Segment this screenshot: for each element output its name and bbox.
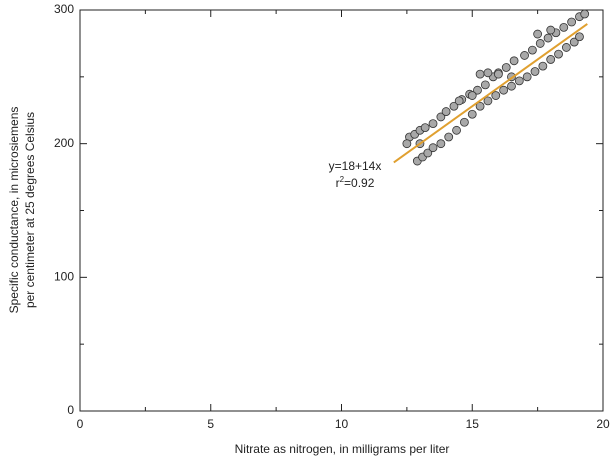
plot-frame (79, 9, 604, 412)
x-tick-label: 10 (335, 417, 349, 431)
data-point (483, 96, 493, 106)
data-point (522, 72, 532, 82)
x-axis-label: Nitrate as nitrogen, in milligrams per l… (235, 442, 450, 456)
data-point (559, 22, 569, 32)
data-point (580, 9, 590, 19)
data-point (467, 109, 477, 119)
data-point (480, 80, 490, 90)
r-squared: r2=0.92 (336, 175, 375, 190)
data-point (567, 17, 577, 27)
data-point (493, 69, 503, 79)
r-rest: =0.92 (344, 176, 375, 190)
data-point (514, 76, 524, 86)
r-base: r (336, 176, 340, 190)
data-point (460, 117, 469, 127)
data-point (499, 85, 509, 95)
data-point (402, 139, 412, 149)
data-point (554, 49, 563, 59)
y-tick-label: 100 (54, 270, 74, 284)
data-point (454, 96, 464, 106)
data-point (491, 91, 501, 100)
data-point (420, 123, 430, 133)
data-point (483, 68, 493, 78)
data-point (423, 148, 433, 158)
y-tick-label: 0 (67, 403, 74, 417)
x-tick-label: 20 (596, 417, 610, 431)
data-point (428, 143, 438, 153)
trend-line (393, 23, 588, 164)
data-point (520, 51, 529, 60)
data-point (475, 69, 485, 79)
data-point (509, 56, 519, 66)
r-sup: 2 (340, 175, 345, 184)
data-point (561, 43, 571, 52)
data-point (507, 81, 516, 91)
data-point (475, 101, 485, 111)
y-tick-label: 200 (54, 136, 74, 150)
data-point (444, 132, 454, 142)
x-tick-label: 15 (466, 417, 480, 431)
data-point (428, 119, 438, 129)
data-point (449, 101, 459, 111)
data-point (501, 63, 511, 72)
y-tick-label: 300 (54, 2, 74, 16)
data-point (527, 45, 537, 55)
data-point (546, 55, 556, 64)
y-axis-label: per centimeter at 25 degrees Celsius (23, 112, 37, 308)
y-axis-label: Specific conductance, in microsiemens (7, 107, 21, 314)
equation: y=18+14x (329, 159, 382, 173)
data-point (452, 125, 461, 135)
data-point (546, 25, 556, 35)
data-point (533, 29, 543, 39)
data-point (467, 91, 477, 100)
data-point (575, 32, 584, 42)
data-point (538, 61, 548, 71)
x-tick-label: 5 (207, 417, 214, 431)
data-point (441, 107, 451, 116)
data-point (436, 139, 446, 149)
data-point (530, 67, 540, 76)
data-point (436, 112, 446, 122)
data-point (543, 33, 553, 43)
data-point (569, 37, 579, 47)
data-point (535, 39, 545, 48)
data-point (473, 85, 482, 95)
x-tick-label: 0 (77, 417, 84, 431)
